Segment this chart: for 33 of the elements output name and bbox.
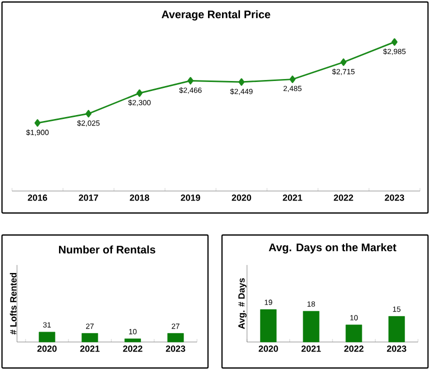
- x-tick-label: 2023: [166, 346, 186, 352]
- point: [188, 76, 194, 84]
- point: [391, 38, 398, 46]
- x-tick-label: 2018: [130, 194, 150, 201]
- x-tick-label: 2020: [258, 346, 278, 352]
- x-tick-label: 2016: [28, 194, 48, 201]
- y-axis-title: Avg. # Days: [238, 278, 246, 329]
- bar: [260, 309, 277, 342]
- x-tick-label: 2022: [334, 194, 354, 201]
- x-tick-label: 2022: [344, 346, 364, 352]
- chart-title: Average Rental Price: [162, 10, 270, 21]
- point: [340, 58, 346, 66]
- bar: [302, 311, 320, 342]
- point: [136, 89, 142, 97]
- x-tick-label: 2019: [180, 194, 200, 201]
- chart-title: Avg. Days on the Market: [268, 243, 396, 254]
- x-tick-label: 2020: [232, 194, 252, 201]
- bar: [346, 324, 362, 342]
- x-tick-label: 2021: [282, 194, 302, 201]
- x-tick-label: 2017: [78, 194, 98, 201]
- point: [238, 78, 244, 86]
- point: [86, 110, 92, 118]
- x-tick-label: 2022: [123, 346, 142, 352]
- y-axis-title: # Lofts Rented: [10, 272, 16, 334]
- x-tick-label: 2021: [80, 346, 100, 352]
- x-tick-label: 2023: [384, 194, 404, 201]
- point: [34, 119, 40, 127]
- point: [289, 76, 296, 84]
- chart-title: Number of Rentals: [59, 245, 156, 254]
- x-tick-label: 2020: [37, 346, 57, 352]
- x-tick-label: 2023: [386, 346, 406, 352]
- x-tick-label: 2021: [301, 346, 321, 352]
- bar: [388, 316, 405, 342]
